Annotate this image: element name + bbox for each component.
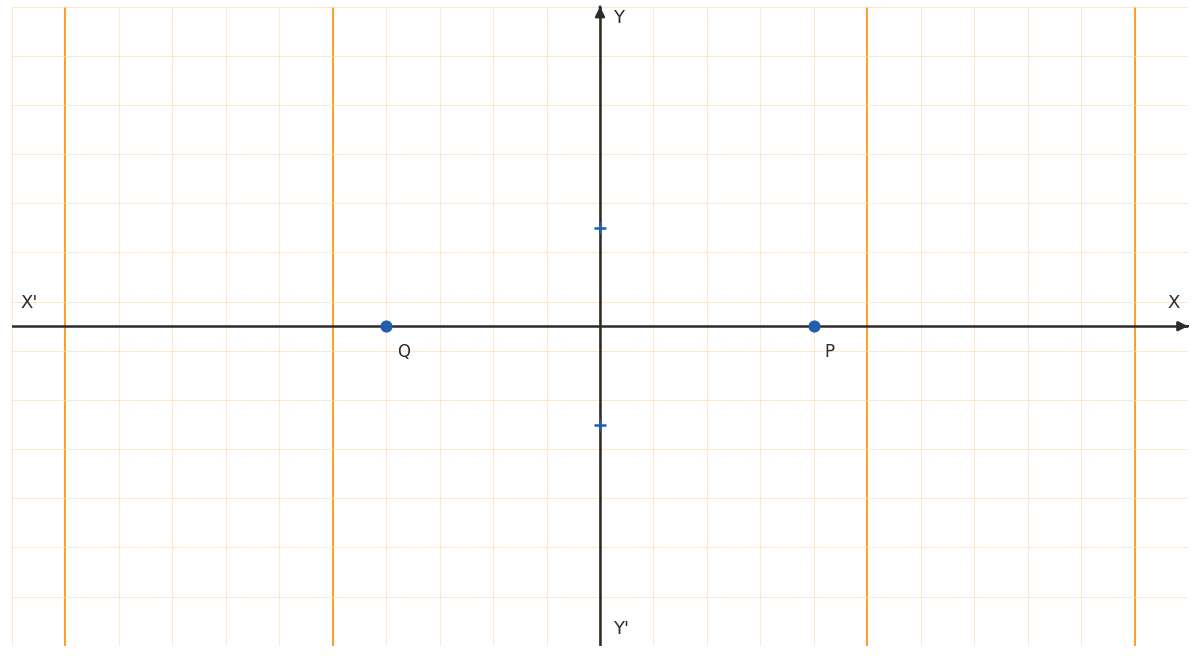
Text: Q: Q xyxy=(397,343,410,361)
Text: X': X' xyxy=(20,295,37,312)
Point xyxy=(377,321,396,331)
Text: P: P xyxy=(824,343,835,361)
Point xyxy=(804,321,823,331)
Text: Y': Y' xyxy=(613,620,629,639)
Text: Y: Y xyxy=(613,9,624,27)
Text: X: X xyxy=(1168,295,1180,312)
